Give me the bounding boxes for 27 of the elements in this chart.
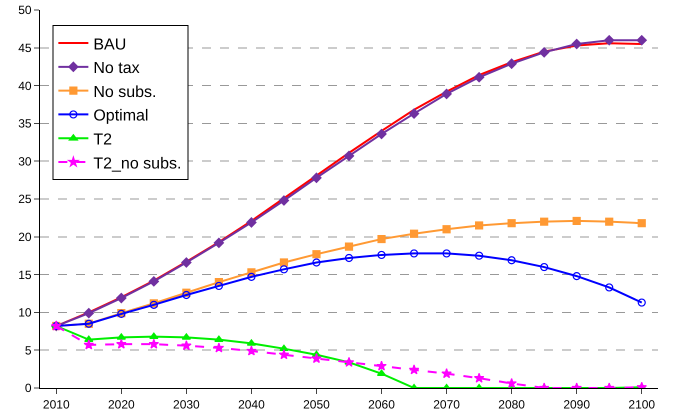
y-tick-label: 20 xyxy=(18,230,32,244)
legend-label: No subs. xyxy=(93,84,156,101)
x-tick-label: 2100 xyxy=(628,397,656,412)
x-tick-label: 2090 xyxy=(563,397,590,412)
y-tick-label: 50 xyxy=(18,3,32,18)
x-tick-label: 2050 xyxy=(303,397,330,412)
y-tick-label: 45 xyxy=(18,41,32,55)
x-tick-label: 2020 xyxy=(108,397,135,412)
legend-label: Optimal xyxy=(93,108,148,125)
legend-label: No tax xyxy=(93,60,140,78)
x-tick-label: 2080 xyxy=(498,397,526,412)
y-tick-label: 30 xyxy=(18,154,32,168)
x-tick-label: 2030 xyxy=(173,397,200,412)
legend-label: T2 xyxy=(93,131,112,148)
y-tick-label: 0 xyxy=(24,381,32,396)
y-tick-label: 10 xyxy=(18,306,32,320)
x-tick-label: 2060 xyxy=(368,397,396,412)
x-tick-label: 2040 xyxy=(238,397,266,412)
x-tick-label: 2010 xyxy=(42,397,70,412)
y-tick-label: 35 xyxy=(18,116,32,131)
y-tick-label: 40 xyxy=(18,78,32,93)
legend-label: T2_no subs. xyxy=(93,155,182,172)
y-tick-label: 5 xyxy=(24,343,32,358)
x-tick-label: 2070 xyxy=(433,397,460,412)
legend-label: BAU xyxy=(93,36,126,54)
y-tick-label: 15 xyxy=(18,268,32,282)
y-tick-label: 25 xyxy=(18,192,32,206)
